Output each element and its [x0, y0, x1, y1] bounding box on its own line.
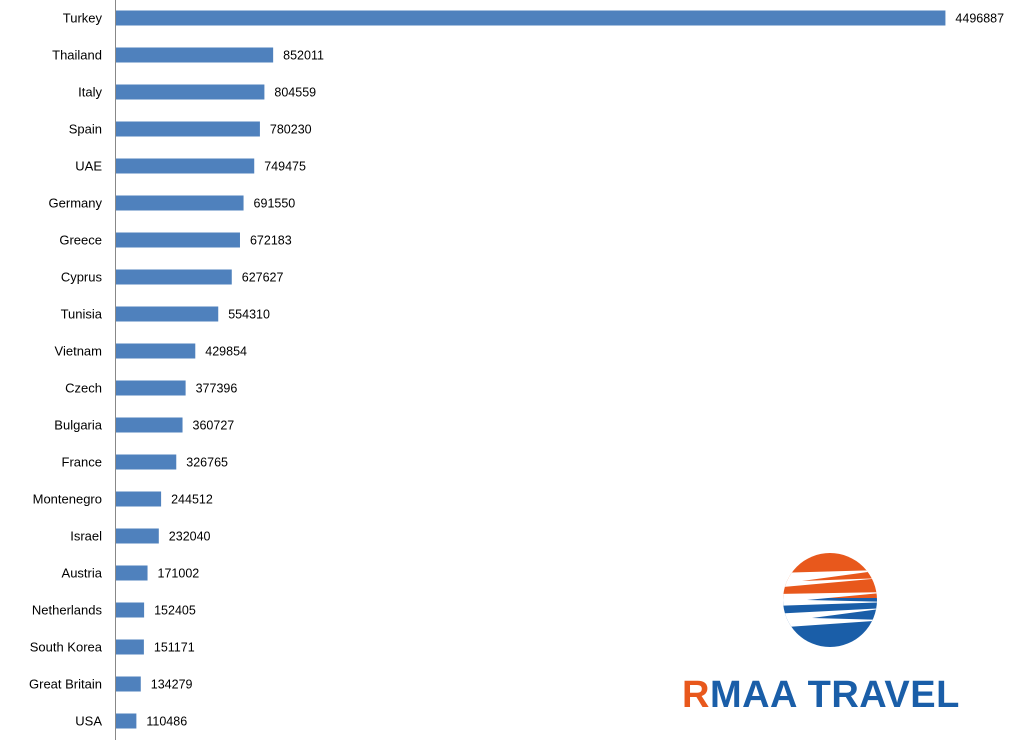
data-label: 4496887 [955, 12, 1004, 26]
bar-great-britain [116, 676, 141, 692]
logo-first-letter: R [682, 674, 710, 716]
bar-thailand [116, 47, 274, 63]
data-label: 171002 [158, 567, 200, 581]
category-label: Tunisia [61, 307, 103, 322]
bar-turkey [116, 10, 946, 26]
bar-uae [116, 158, 255, 174]
bar-netherlands [116, 602, 145, 618]
bar-spain [116, 121, 260, 137]
category-label: Turkey [63, 11, 103, 26]
logo-rest-text: MAA TRAVEL [709, 674, 960, 716]
category-label: Czech [65, 381, 102, 396]
bar-vietnam [116, 343, 196, 359]
data-label: 852011 [283, 49, 324, 63]
category-label: France [62, 455, 102, 470]
category-label: Germany [49, 196, 103, 211]
logo-emblem-icon [783, 553, 877, 647]
category-label: Great Britain [29, 677, 102, 692]
bar-montenegro [116, 491, 162, 507]
bar-greece [116, 232, 240, 248]
category-label: USA [75, 714, 102, 729]
category-label: UAE [75, 159, 102, 174]
bar-france [116, 454, 177, 470]
bar-series: Turkey 4496887 Thailand 852011 Italy 804559 Sp… [29, 10, 1004, 729]
data-label: 627627 [242, 271, 284, 285]
category-label: Spain [69, 122, 102, 137]
data-label: 672183 [250, 234, 292, 248]
category-label: Thailand [52, 48, 102, 63]
data-label: 326765 [186, 456, 228, 470]
data-label: 110486 [146, 715, 187, 729]
data-label: 360727 [193, 419, 235, 433]
category-label: Italy [78, 85, 102, 100]
bar-israel [116, 528, 159, 544]
bar-south-korea [116, 639, 144, 655]
data-label: 232040 [169, 530, 211, 544]
bar-cyprus [116, 269, 232, 285]
bar-italy [116, 84, 265, 100]
data-label: 554310 [228, 308, 270, 322]
rmaa-travel-logo: RMAA TRAVEL [682, 548, 982, 728]
data-label: 749475 [264, 160, 306, 174]
bar-austria [116, 565, 148, 581]
data-label: 244512 [171, 493, 213, 507]
category-label: Vietnam [55, 344, 102, 359]
bar-tunisia [116, 306, 219, 322]
data-label: 780230 [270, 123, 312, 137]
data-label: 429854 [205, 345, 247, 359]
data-label: 804559 [274, 86, 316, 100]
data-label: 151171 [154, 641, 195, 655]
category-label: Montenegro [33, 492, 102, 507]
bar-germany [116, 195, 244, 211]
category-label: Greece [59, 233, 102, 248]
logo-wordmark: RMAA TRAVEL [682, 674, 982, 718]
category-label: South Korea [30, 640, 103, 655]
category-label: Netherlands [32, 603, 103, 618]
data-label: 152405 [154, 604, 196, 618]
data-label: 377396 [196, 382, 238, 396]
data-label: 691550 [254, 197, 296, 211]
bar-bulgaria [116, 417, 183, 433]
category-label: Israel [70, 529, 102, 544]
category-label: Bulgaria [54, 418, 102, 433]
bar-czech [116, 380, 186, 396]
data-label: 134279 [151, 678, 193, 692]
bar-usa [116, 713, 137, 729]
category-label: Cyprus [61, 270, 103, 285]
category-label: Austria [62, 566, 103, 581]
